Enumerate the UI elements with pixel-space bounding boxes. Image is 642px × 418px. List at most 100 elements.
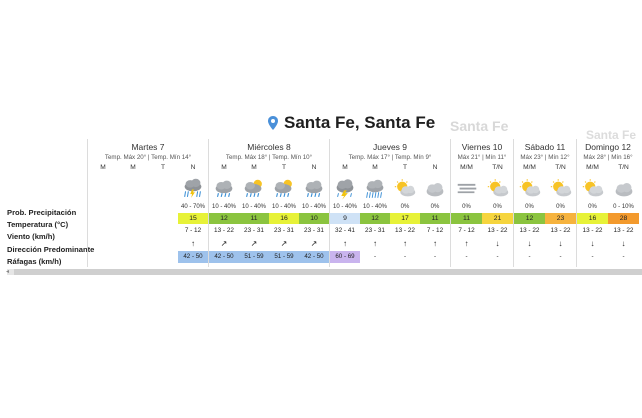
period-column[interactable]: M 10 - 40% 9 32 - 41 ↑ 60 - 69	[330, 162, 360, 263]
gust-cell: -	[373, 253, 377, 260]
forecast-day-5: Sábado 11 Máx 23° | Mín 12° M/M 0% 12 13 - 22…	[513, 139, 576, 267]
period-code: M/M	[523, 164, 536, 171]
period-code: M	[221, 164, 227, 171]
wind-direction-arrow-icon: ↓	[558, 239, 563, 248]
day-temp-summary: Temp. Máx 20° | Temp. Mín 14°	[104, 154, 192, 161]
fog-icon	[457, 183, 476, 194]
period-column[interactable]: M/M 0% 16 13 - 22 ↓ -	[577, 162, 608, 263]
wind-direction-arrow-icon	[118, 238, 148, 250]
day-name[interactable]: Jueves 9	[372, 142, 408, 152]
wind-direction-arrow-icon: ↑	[191, 239, 195, 248]
precip-percent: 0%	[462, 204, 471, 210]
period-column[interactable]: M 10 - 40% 11 23 - 31 ↗ 51 - 59	[239, 162, 269, 263]
wind-speed-cell: 23 - 31	[274, 227, 294, 234]
scroll-left-arrow-icon[interactable]: ◂	[6, 269, 10, 275]
period-code: T	[281, 164, 287, 171]
day-name[interactable]: Sábado 11	[524, 142, 566, 152]
sun-cloud-icon	[519, 179, 540, 197]
precip-percent: 0%	[525, 204, 534, 210]
gust-cell: -	[559, 253, 562, 260]
empty-icon	[90, 178, 116, 200]
wind-direction-arrow-icon: ↑	[373, 239, 377, 248]
period-column[interactable]: T 10 - 40% 16 23 - 31 ↗ 51 - 59	[269, 162, 299, 263]
day-name[interactable]: Domingo 12	[585, 142, 631, 152]
gust-cell: -	[528, 253, 531, 260]
period-code: N	[190, 164, 196, 171]
precip-percent: 10 - 40%	[362, 204, 387, 210]
period-column[interactable]: M 10 - 40% 12 23 - 31 ↑ -	[360, 162, 390, 263]
wind-speed-cell	[148, 225, 178, 237]
precip-percent: 0%	[588, 204, 597, 210]
precip-percent: 0%	[430, 204, 440, 210]
forecast-grid[interactable]: Martes 7 Temp. Máx 20° | Temp. Mín 14° M M T…	[87, 139, 639, 267]
day-temp-summary: Máx 21° | Mín 11°	[457, 154, 507, 161]
precip-prob-cell: 21	[482, 213, 513, 224]
wind-speed-cell: 13 - 22	[582, 227, 603, 234]
period-column[interactable]: M/M 0% 12 13 - 22 ↓ -	[514, 162, 545, 263]
day-periods: M/M 0% 11 7 - 12 ↑ - T/N 0% 21 13 - 22 ↓ -	[451, 162, 513, 263]
cloud-rain-icon	[215, 180, 233, 198]
precip-percent: 10 - 40%	[241, 204, 266, 210]
precip-percent: 10 - 40%	[271, 204, 296, 210]
precip-percent: 10 - 40%	[332, 204, 357, 210]
gust-cell	[88, 251, 118, 263]
day-name[interactable]: Martes 7	[131, 142, 165, 152]
period-column[interactable]: M	[88, 162, 118, 263]
precip-percent: 0%	[400, 204, 410, 210]
wind-direction-arrow-icon: ↑	[464, 239, 469, 248]
precip-prob-cell: 11	[420, 213, 450, 224]
period-column[interactable]: T	[148, 162, 178, 263]
period-code: M	[130, 164, 136, 171]
day-name[interactable]: Viernes 10	[461, 142, 503, 152]
precip-prob-cell: 10	[299, 213, 329, 224]
gust-cell: -	[403, 253, 407, 260]
forecast-day-4: Viernes 10 Máx 21° | Mín 11° M/M 0% 11 7 - 12…	[450, 139, 513, 267]
period-column[interactable]: T 0% 17 13 - 22 ↑ -	[390, 162, 420, 263]
wind-direction-arrow-icon: ↑	[403, 239, 407, 248]
period-column[interactable]: N 10 - 40% 10 23 - 31 ↗ 42 - 50	[299, 162, 329, 263]
period-code: T	[402, 164, 408, 171]
period-column[interactable]: M	[118, 162, 148, 263]
precip-percent: 0%	[493, 204, 502, 210]
wind-speed-cell	[118, 225, 148, 237]
wind-direction-arrow-icon: ↑	[343, 239, 347, 248]
precip-percent: 10 - 40%	[301, 204, 326, 210]
location-header: Santa Fe, Santa Fe	[268, 113, 435, 133]
period-code: T/N	[555, 164, 566, 171]
period-column[interactable]: M 10 - 40% 12 13 - 22 ↗ 42 - 50	[209, 162, 239, 263]
day-temp-summary: Máx 23° | Mín 12°	[520, 154, 570, 161]
precip-prob-cell: 23	[545, 213, 576, 224]
wind-direction-arrow-icon: ↑	[433, 239, 437, 248]
wind-direction-arrow-icon: ↓	[590, 239, 595, 248]
gust-cell: -	[591, 253, 594, 260]
precip-prob-cell: 12	[514, 213, 545, 224]
precip-prob-cell: 16	[269, 213, 299, 224]
gust-cell: -	[433, 253, 437, 260]
wind-speed-cell: 13 - 22	[519, 227, 540, 234]
location-pin-icon	[268, 116, 278, 130]
wind-speed-cell: 7 - 12	[458, 227, 475, 234]
period-column[interactable]: T/N 0 - 10% 28 13 - 22 ↓ -	[608, 162, 639, 263]
day-periods: M 10 - 40% 12 13 - 22 ↗ 42 - 50 M 10 - 40% 11 23 …	[209, 162, 329, 263]
period-code: N	[311, 164, 317, 171]
label-gusts: Ráfagas (km/h)	[7, 256, 62, 266]
wind-speed-cell: 23 - 31	[365, 227, 385, 234]
empty-icon	[150, 178, 176, 200]
precip-percent: 0 - 10%	[613, 204, 634, 210]
wind-direction-arrow-icon: ↗	[310, 239, 318, 248]
day-temp-summary: Temp. Máx 17° | Temp. Mín 9°	[348, 154, 432, 161]
gust-cell: 42 - 50	[209, 251, 239, 263]
precip-prob-cell	[88, 213, 118, 224]
cloud-icon	[615, 182, 632, 197]
period-column[interactable]: T/N 0% 23 13 - 22 ↓ -	[545, 162, 576, 263]
period-column[interactable]: M/M 0% 11 7 - 12 ↑ -	[451, 162, 482, 263]
period-column[interactable]: N 0% 11 7 - 12 ↑ -	[420, 162, 450, 263]
horizontal-scrollbar-thumb[interactable]	[14, 269, 642, 275]
day-name[interactable]: Miércoles 8	[247, 142, 291, 152]
forecast-day-3: Jueves 9 Temp. Máx 17° | Temp. Mín 9° M 10 …	[329, 139, 450, 267]
period-column[interactable]: N 40 - 70% 15 7 - 12 ↑ 42 - 50	[178, 162, 208, 263]
location-title: Santa Fe, Santa Fe	[284, 113, 436, 132]
wind-speed-cell: 23 - 31	[304, 227, 324, 234]
period-column[interactable]: T/N 0% 21 13 - 22 ↓ -	[482, 162, 513, 263]
forecast-day-1: Martes 7 Temp. Máx 20° | Temp. Mín 14° M M T…	[87, 139, 208, 267]
